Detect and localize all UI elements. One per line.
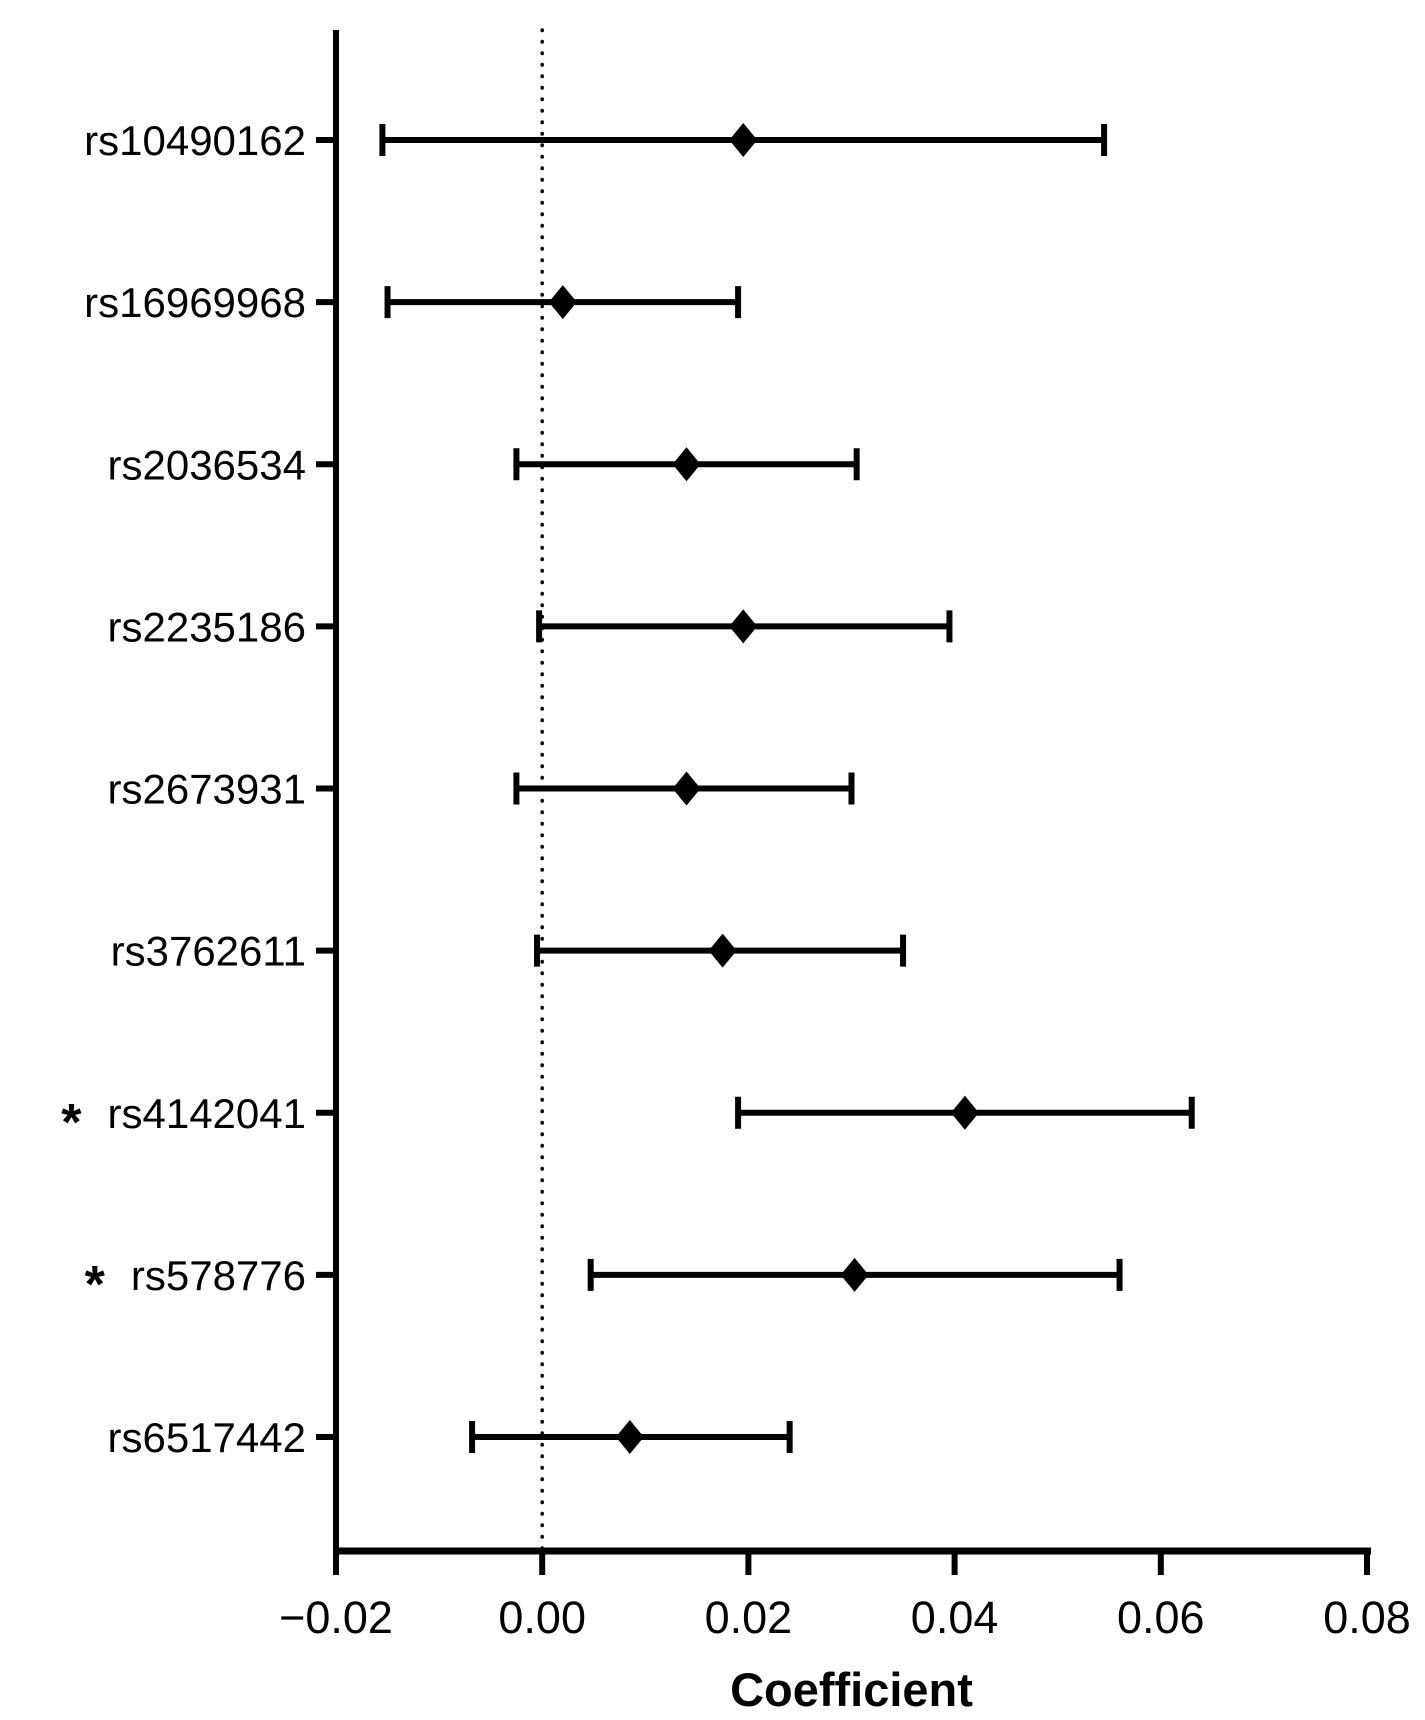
point-estimate-diamond (950, 1095, 979, 1130)
significance-star: * (61, 1094, 82, 1152)
snp-label: rs16969968 (84, 279, 306, 326)
snp-label: rs2036534 (108, 441, 307, 488)
significance-star: * (85, 1256, 106, 1314)
point-estimate-diamond (615, 1420, 644, 1454)
snp-label: rs10490162 (84, 117, 306, 164)
x-tick-label: 0.02 (705, 1592, 793, 1643)
point-estimate-diamond (729, 123, 758, 157)
point-estimate-diamond (708, 933, 737, 968)
point-estimate-diamond (548, 285, 577, 320)
snp-label: rs2235186 (108, 603, 307, 650)
x-tick-label: −0.02 (279, 1592, 393, 1643)
snp-label: rs3762611 (111, 928, 306, 975)
point-estimate-diamond (672, 771, 701, 806)
x-tick-label: 0.08 (1323, 1592, 1411, 1643)
snp-label: rs578776 (131, 1252, 306, 1299)
snp-label: rs2673931 (108, 766, 307, 813)
snp-label: rs4142041 (108, 1090, 307, 1137)
x-tick-label: 0.00 (498, 1592, 586, 1643)
point-estimate-diamond (729, 609, 758, 644)
snp-label: rs6517442 (108, 1414, 307, 1461)
x-axis-title: Coefficient (730, 1663, 973, 1716)
point-estimate-diamond (672, 447, 701, 482)
x-tick-label: 0.04 (911, 1592, 999, 1643)
point-estimate-diamond (840, 1257, 869, 1292)
x-tick-label: 0.06 (1117, 1592, 1205, 1643)
